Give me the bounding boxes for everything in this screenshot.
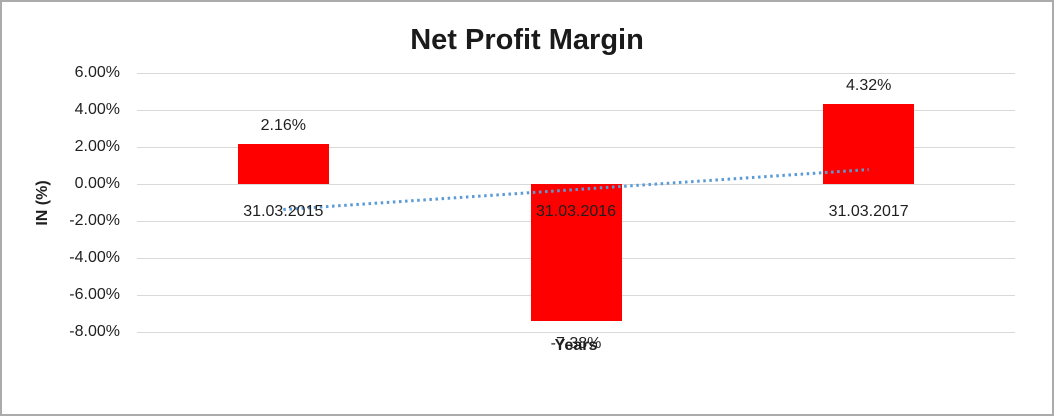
y-tick-label: 4.00% — [74, 101, 120, 118]
gridline — [137, 72, 1015, 74]
y-axis-title: IN (%) — [34, 180, 51, 226]
y-tick-label: -8.00% — [69, 323, 120, 340]
y-tick-label: 0.00% — [74, 175, 120, 192]
y-tick-label: -4.00% — [69, 249, 120, 266]
category-label: 31.03.2015 — [243, 203, 324, 220]
y-tick-label: -6.00% — [69, 286, 120, 303]
y-tick-label: 2.00% — [74, 138, 120, 155]
category-label: 31.03.2017 — [828, 203, 909, 220]
gridline — [137, 146, 1015, 148]
data-label: 4.32% — [845, 77, 892, 95]
bar-31.03.2015 — [237, 144, 329, 184]
data-label: 2.16% — [260, 117, 307, 135]
data-label: -7.38% — [550, 334, 602, 352]
category-label: 31.03.2016 — [535, 203, 617, 220]
bar-31.03.2017 — [823, 104, 915, 184]
gridline — [137, 331, 1015, 333]
chart-title: Net Profit Margin — [410, 24, 644, 56]
y-tick-label: 6.00% — [74, 64, 120, 81]
y-tick-label: -2.00% — [69, 212, 120, 229]
x-axis-title: Years — [554, 337, 598, 354]
gridline — [137, 109, 1015, 111]
